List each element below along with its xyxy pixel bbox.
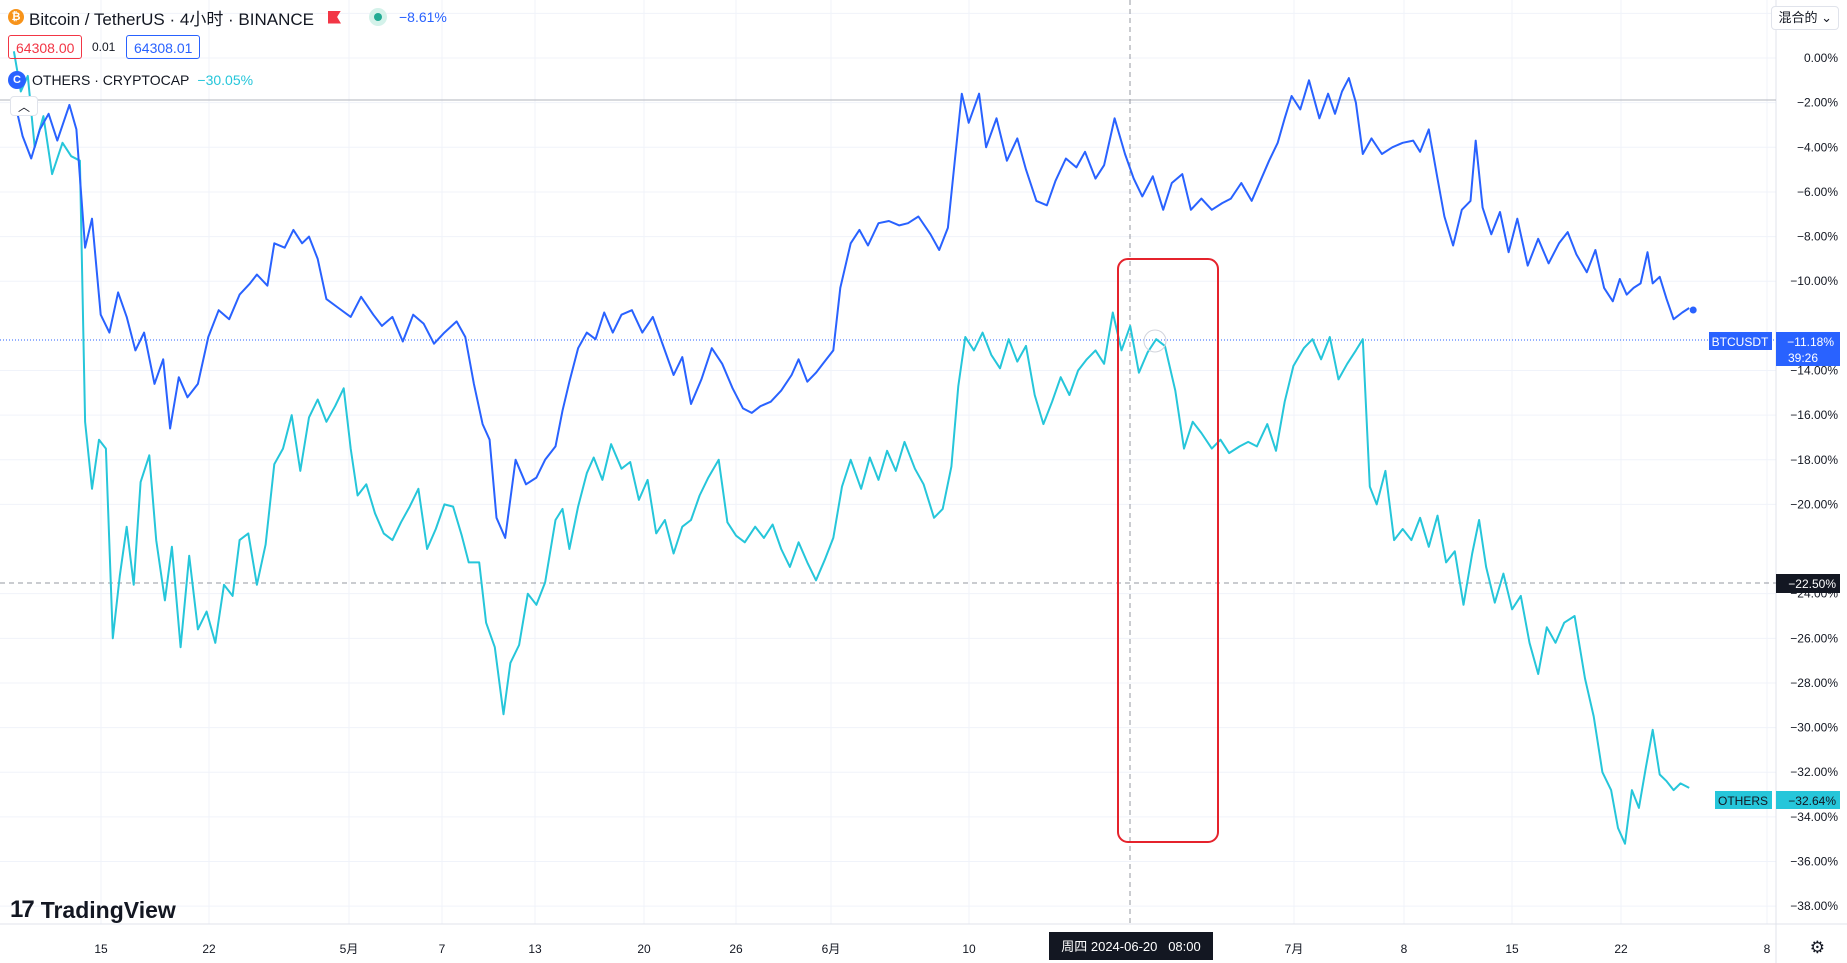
cryptocap-icon: C bbox=[8, 71, 26, 89]
y-tick-label: −34.00% bbox=[1790, 810, 1838, 824]
y-tick-label: −4.00% bbox=[1797, 140, 1838, 154]
others-price-tag: OTHERS −32.64% bbox=[1715, 791, 1840, 809]
y-tick-label: −20.00% bbox=[1790, 497, 1838, 511]
y-tick-label: −6.00% bbox=[1797, 185, 1838, 199]
btc-tag-countdown: 39:26 bbox=[1788, 351, 1818, 365]
symbol-title[interactable]: Bitcoin / TetherUS · 4小时 · BINANCE bbox=[29, 9, 314, 29]
highlight-box bbox=[1117, 258, 1219, 843]
buy-price-button[interactable]: 64308.01 bbox=[126, 35, 201, 59]
y-tick-label: −2.00% bbox=[1797, 96, 1838, 110]
x-tick-label: 13 bbox=[528, 942, 542, 956]
scale-mode-label: 混合的 bbox=[1778, 10, 1818, 25]
crosshair-price-tag: −22.50% bbox=[1776, 574, 1840, 593]
time-scale[interactable]: 15 22 5月 7 13 20 26 6月 10 7月 8 15 22 8 bbox=[94, 942, 1770, 956]
x-tick-label: 7月 bbox=[1285, 942, 1304, 956]
crosshair-point-ring bbox=[1143, 329, 1167, 353]
compare-symbol-legend[interactable]: C OTHERS · CRYPTOCAP −30.05% bbox=[8, 70, 253, 90]
grid bbox=[0, 0, 1776, 924]
tradingview-logo-icon: 17 bbox=[10, 896, 35, 923]
x-tick-label: 5月 bbox=[340, 942, 359, 956]
btc-tag-symbol: BTCUSDT bbox=[1712, 335, 1769, 349]
others-tag-symbol: OTHERS bbox=[1718, 794, 1768, 808]
x-tick-label: 15 bbox=[94, 942, 108, 956]
y-tick-label: −14.00% bbox=[1790, 363, 1838, 377]
y-tick-label: −38.00% bbox=[1790, 899, 1838, 913]
btc-last-point bbox=[1689, 306, 1697, 314]
flag-icon[interactable] bbox=[328, 10, 341, 24]
crosshair-tag-value: −22.50% bbox=[1788, 577, 1836, 591]
x-tick-label: 22 bbox=[1614, 942, 1628, 956]
brand-name: TradingView bbox=[40, 896, 176, 923]
y-tick-label: −30.00% bbox=[1790, 721, 1838, 735]
series-layer bbox=[12, 51, 1697, 845]
y-tick-label: −36.00% bbox=[1790, 855, 1838, 869]
y-tick-label: 0.00% bbox=[1804, 51, 1838, 65]
sell-price-button[interactable]: 64308.00 bbox=[8, 35, 83, 59]
compare-symbol-title[interactable]: OTHERS · CRYPTOCAP bbox=[32, 72, 190, 88]
crosshair-tag-date: 周四 2024-06-20 08:00 bbox=[1061, 939, 1200, 954]
y-tick-label: −32.00% bbox=[1790, 765, 1838, 779]
scale-mode-dropdown[interactable]: 混合的 ⌄ bbox=[1771, 6, 1839, 30]
y-tick-label: −26.00% bbox=[1790, 631, 1838, 645]
btc-price-tag: BTCUSDT −11.18% 39:26 bbox=[1709, 332, 1840, 366]
x-tick-label: 6月 bbox=[822, 942, 841, 956]
x-tick-label: 26 bbox=[729, 942, 743, 956]
crosshair-date-tag: 周四 2024-06-20 08:00 bbox=[1049, 932, 1213, 960]
y-tick-label: −8.00% bbox=[1797, 230, 1838, 244]
symbol-change: −8.61% bbox=[399, 9, 447, 25]
x-tick-label: 20 bbox=[637, 942, 651, 956]
y-tick-label: −16.00% bbox=[1790, 408, 1838, 422]
chevron-up-icon: ︿ bbox=[17, 100, 30, 114]
x-tick-label: 8 bbox=[1401, 942, 1408, 956]
x-tick-label: 15 bbox=[1505, 942, 1519, 956]
settings-icon[interactable]: ⚙ bbox=[1809, 938, 1825, 957]
x-tick-label: 8 bbox=[1764, 942, 1771, 956]
btc-series-line bbox=[12, 77, 1690, 539]
others-tag-value: −32.64% bbox=[1788, 794, 1836, 808]
price-scale[interactable]: 2.00%0.00%−2.00%−4.00%−6.00%−8.00%−10.00… bbox=[1790, 6, 1838, 913]
chevron-down-icon: ⌄ bbox=[1821, 10, 1832, 25]
tradingview-logo[interactable]: 17 TradingView bbox=[10, 896, 176, 924]
compare-symbol-change: −30.05% bbox=[197, 72, 254, 88]
y-tick-label: −10.00% bbox=[1790, 274, 1838, 288]
x-tick-label: 7 bbox=[439, 942, 446, 956]
x-tick-label: 10 bbox=[962, 942, 976, 956]
collapse-legend-button[interactable]: ︿ bbox=[10, 96, 38, 116]
market-open-icon bbox=[369, 8, 387, 26]
spread-value: 0.01 bbox=[92, 40, 116, 54]
btc-tag-value: −11.18% bbox=[1787, 335, 1834, 349]
others-series-line bbox=[12, 51, 1690, 845]
bitcoin-icon: ₿ bbox=[8, 9, 24, 25]
x-tick-label: 22 bbox=[202, 942, 216, 956]
y-tick-label: −18.00% bbox=[1790, 453, 1838, 467]
symbol-header[interactable]: ₿ Bitcoin / TetherUS · 4小时 · BINANCE −8.… bbox=[8, 6, 447, 29]
y-tick-label: −28.00% bbox=[1790, 676, 1838, 690]
